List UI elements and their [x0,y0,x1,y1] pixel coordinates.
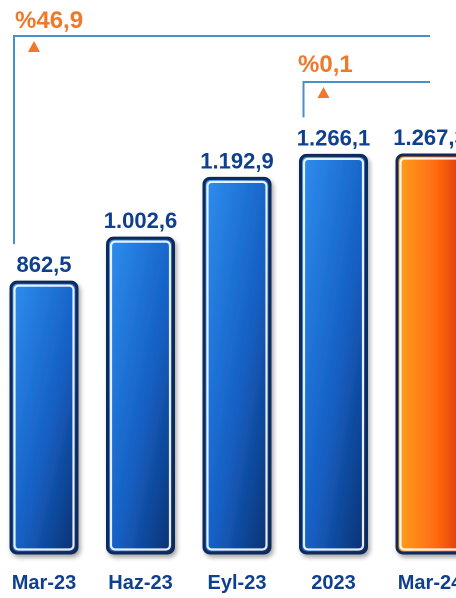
bar-highlight-edge [399,157,456,551]
bar-haz-23 [106,236,175,555]
bar-mar-24 [395,153,456,555]
value-label: 1.002,6 [104,208,177,233]
up-arrow-icon [28,41,40,52]
bar-eyl-23 [202,176,272,555]
value-label: 862,5 [16,252,71,277]
bar-highlight-edge [206,180,268,551]
category-label: 2023 [311,572,356,594]
change-bracket [302,81,430,118]
bar-highlight-edge [13,284,75,551]
bar-2023 [299,153,368,555]
bar-highlight-edge [302,157,365,551]
category-label: Eyl-23 [208,572,267,594]
bar-highlight-edge [109,240,172,551]
up-arrow-icon [317,87,330,98]
value-label: 1.267,3 [393,125,456,150]
value-label: 1.266,1 [297,125,370,150]
change-percent-label: %0,1 [298,51,353,78]
category-label: Haz-23 [108,572,172,594]
change-bracket [13,35,430,245]
bar-mar-23 [9,280,79,555]
category-label: Mar-24 [398,572,456,594]
change-percent-label: %46,9 [15,7,83,34]
category-label: Mar-23 [12,572,76,594]
value-label: 1.192,9 [200,148,273,173]
